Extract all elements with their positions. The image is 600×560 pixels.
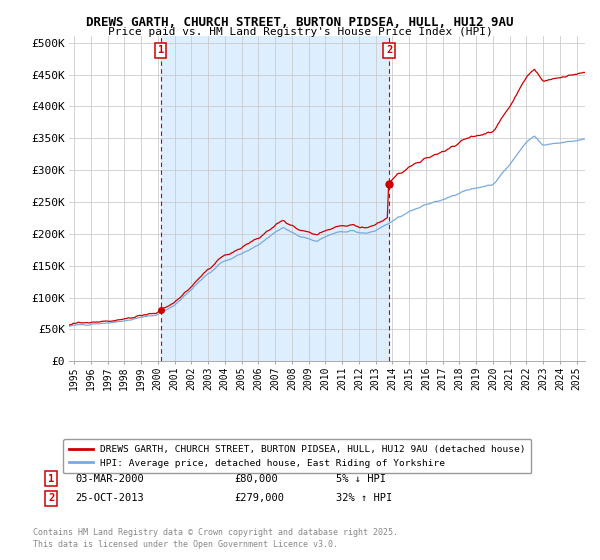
Text: 2: 2 bbox=[386, 45, 392, 55]
Bar bbox=[161, 36, 389, 361]
Text: £80,000: £80,000 bbox=[234, 474, 278, 484]
Text: Contains HM Land Registry data © Crown copyright and database right 2025.
This d: Contains HM Land Registry data © Crown c… bbox=[33, 528, 398, 549]
Text: 1: 1 bbox=[158, 45, 164, 55]
Text: 2: 2 bbox=[48, 493, 54, 503]
Text: Price paid vs. HM Land Registry's House Price Index (HPI): Price paid vs. HM Land Registry's House … bbox=[107, 27, 493, 37]
Text: 32% ↑ HPI: 32% ↑ HPI bbox=[336, 493, 392, 503]
Legend: DREWS GARTH, CHURCH STREET, BURTON PIDSEA, HULL, HU12 9AU (detached house), HPI:: DREWS GARTH, CHURCH STREET, BURTON PIDSE… bbox=[64, 440, 532, 473]
Text: 1: 1 bbox=[48, 474, 54, 484]
Text: £279,000: £279,000 bbox=[234, 493, 284, 503]
Text: DREWS GARTH, CHURCH STREET, BURTON PIDSEA, HULL, HU12 9AU: DREWS GARTH, CHURCH STREET, BURTON PIDSE… bbox=[86, 16, 514, 29]
Text: 5% ↓ HPI: 5% ↓ HPI bbox=[336, 474, 386, 484]
Text: 03-MAR-2000: 03-MAR-2000 bbox=[75, 474, 144, 484]
Text: 25-OCT-2013: 25-OCT-2013 bbox=[75, 493, 144, 503]
